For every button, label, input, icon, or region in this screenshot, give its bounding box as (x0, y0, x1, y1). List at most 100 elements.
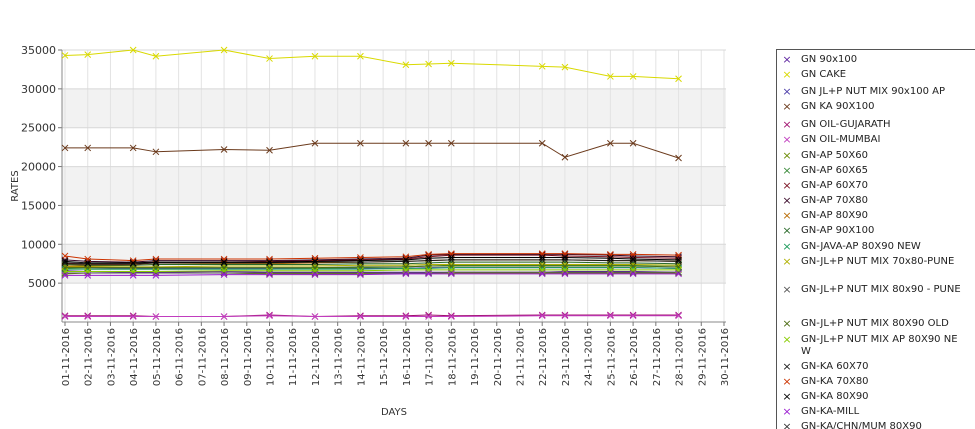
data-point (447, 139, 455, 147)
x-tick-label: 10-11-2016 (266, 328, 277, 386)
data-point (607, 312, 614, 320)
data-point (538, 254, 546, 261)
x-tick-label: 01-11-2016 (61, 328, 72, 386)
data-point (538, 270, 546, 278)
data-point (61, 272, 69, 279)
legend-marker-icon: × (782, 333, 792, 346)
data-point (402, 256, 410, 264)
data-point (561, 311, 569, 319)
legend-label: GN-AP 70X80 (801, 195, 868, 206)
legend-label: GN-JL+P NUT MIX 80x90 - PUNE (801, 284, 961, 295)
data-point (675, 270, 682, 278)
data-point (538, 311, 546, 319)
data-point (152, 148, 160, 156)
legend-label: GN-AP 80X90 (801, 210, 868, 221)
data-point (447, 313, 455, 320)
data-point (538, 139, 546, 147)
x-axis-title: DAYS (381, 407, 407, 418)
y-tick-label: 30000 (21, 83, 56, 96)
data-point (447, 269, 455, 277)
data-point (266, 312, 273, 320)
legend-label: GN-AP 60X70 (801, 180, 868, 191)
legend-marker-icon: × (782, 375, 792, 388)
x-tick-label: 22-11-2016 (538, 328, 549, 386)
data-point (152, 255, 160, 263)
data-point (675, 256, 682, 264)
y-tick-label: 10000 (21, 238, 56, 251)
data-point (61, 259, 69, 267)
data-point (61, 312, 69, 320)
data-point (607, 270, 614, 278)
data-point (402, 61, 410, 69)
x-tick-label: 23-11-2016 (561, 328, 572, 386)
plot-band (62, 88, 726, 128)
data-point (538, 269, 546, 277)
data-point (425, 313, 432, 320)
data-point (402, 269, 410, 277)
series-line (64, 253, 679, 262)
x-tick-label: 15-11-2016 (379, 328, 390, 386)
x-tick-label: 11-11-2016 (288, 328, 299, 386)
data-point (129, 313, 137, 320)
data-point (266, 146, 273, 154)
data-point (311, 258, 319, 265)
plot-band (62, 166, 726, 206)
data-point (357, 254, 364, 261)
y-tick-label: 15000 (21, 199, 56, 212)
series-line (65, 263, 679, 268)
x-tick-label: 16-11-2016 (402, 328, 413, 386)
y-tick-label: 25000 (21, 122, 56, 135)
data-point (561, 270, 569, 278)
series-line (64, 256, 679, 264)
legend-marker-icon: × (782, 255, 792, 268)
legend-marker-icon: × (782, 179, 792, 192)
data-point (84, 272, 92, 279)
legend-marker-icon: × (782, 133, 792, 146)
data-point (607, 139, 614, 147)
data-point (402, 312, 410, 320)
legend-label: GN 90x100 (801, 54, 858, 65)
series-line (64, 253, 679, 263)
legend-marker-icon: × (782, 405, 792, 418)
legend-label: GN-JL+P NUT MIX 80X90 OLD (801, 318, 949, 329)
series-line (65, 265, 679, 269)
series-line (64, 261, 679, 266)
x-tick-label: 04-11-2016 (129, 328, 140, 386)
x-tick-label: 30-11-2016 (720, 328, 731, 386)
x-tick-label: 06-11-2016 (175, 328, 186, 386)
legend-label: GN-KA 80X90 (801, 391, 869, 402)
data-point (607, 251, 614, 259)
data-point (220, 146, 228, 153)
series-line (65, 267, 679, 270)
data-point (152, 272, 160, 279)
data-point (220, 258, 228, 266)
data-point (538, 312, 546, 320)
legend-label: GN-JL+P NUT MIX 70x80-PUNE (801, 256, 955, 267)
x-tick-label: 26-11-2016 (629, 328, 640, 386)
legend-marker-icon: × (782, 390, 792, 403)
data-point (607, 311, 614, 319)
data-point (675, 311, 682, 319)
legend-marker-icon: × (782, 53, 792, 66)
x-tick-label: 21-11-2016 (515, 328, 526, 386)
legend-marker-icon: × (782, 164, 792, 177)
data-point (607, 254, 614, 262)
legend-marker-icon: × (782, 240, 792, 253)
data-point (629, 270, 637, 278)
data-point (220, 46, 228, 54)
legend-marker-icon: × (782, 100, 792, 113)
data-point (266, 255, 273, 263)
series-line (64, 49, 679, 80)
legend-marker-icon: × (782, 317, 792, 330)
series-line (65, 269, 679, 272)
data-point (447, 251, 455, 258)
legend-marker-icon: × (782, 149, 792, 162)
data-point (402, 313, 410, 320)
data-point (357, 271, 364, 278)
legend-label: GN KA 90X100 (801, 101, 875, 112)
series-line (65, 273, 679, 276)
data-point (447, 254, 455, 261)
data-point (675, 154, 682, 162)
data-point (675, 75, 682, 83)
legend-label: GN-AP 60X65 (801, 165, 868, 176)
